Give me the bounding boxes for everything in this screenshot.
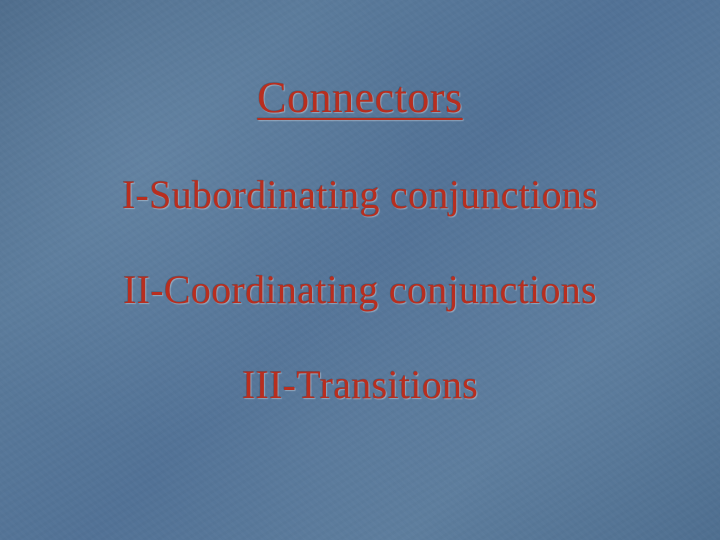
slide-line-3: III-Transitions: [242, 361, 478, 408]
slide-line-2: II-Coordinating conjunctions: [123, 266, 597, 313]
slide-line-1: I-Subordinating conjunctions: [122, 171, 598, 218]
slide-title: Connectors: [257, 72, 462, 123]
slide: Connectors I-Subordinating conjunctions …: [0, 0, 720, 540]
